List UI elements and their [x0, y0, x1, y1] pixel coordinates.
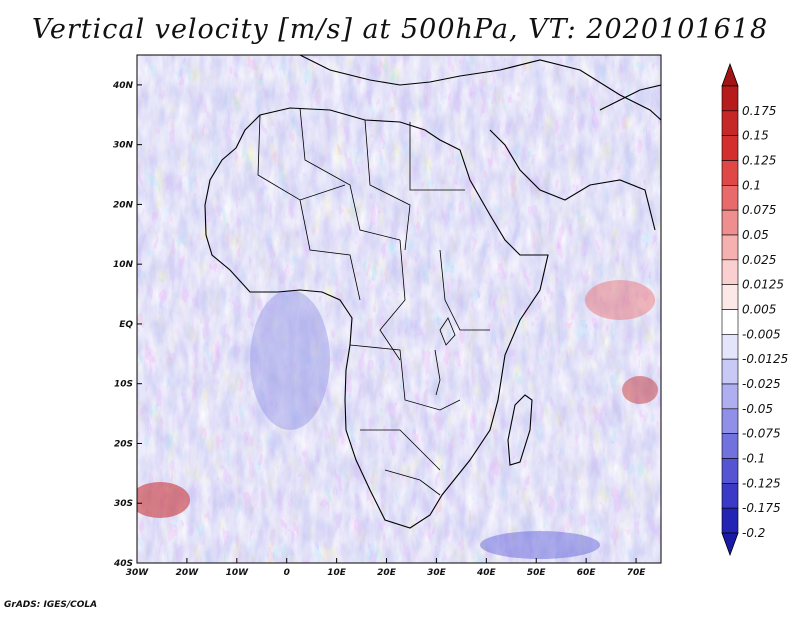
colorbar-label: 0.0125: [742, 278, 784, 292]
colorbar-swatch: [721, 408, 739, 434]
ascent-region-madagascar-east: [622, 376, 658, 404]
lat-tick-label: 10N: [113, 260, 134, 270]
colorbar-label: -0.1: [742, 452, 765, 466]
colorbar-swatch: [721, 458, 739, 484]
colorbar-bottom-cap: [721, 532, 739, 557]
map-title: Vertical velocity [m/s] at 500hPa, VT: 2…: [31, 14, 769, 45]
lon-tick-label: 10W: [226, 568, 250, 578]
colorbar-label: 0.125: [742, 154, 776, 168]
colorbar-swatch: [721, 383, 739, 410]
lat-tick-label: 20S: [114, 439, 133, 449]
plot-frame: [136, 54, 662, 564]
latitude-ticks: 40N 30N 20N 10N EQ 10S 20S 30S 40S: [112, 81, 142, 569]
colorbar-label: 0.1: [742, 178, 761, 192]
colorbar-swatch: [721, 259, 739, 285]
colorbar-label: -0.2: [742, 526, 765, 540]
colorbar-label: -0.05: [742, 402, 773, 416]
strong-ascent-region: [137, 482, 190, 518]
colorbar-label: -0.125: [742, 476, 781, 490]
colorbar-swatch: [721, 507, 739, 534]
colorbar-swatch: [721, 334, 739, 360]
lat-tick-label: 40N: [112, 81, 134, 91]
coastlines: [204, 55, 661, 529]
lat-tick-label: 10S: [114, 380, 133, 390]
colorbar-swatch: [721, 110, 739, 136]
colorbar-label: 0.05: [742, 228, 769, 242]
colorbar-swatch: [721, 185, 739, 211]
lat-tick-label: 30S: [114, 499, 133, 509]
colorbar-label: -0.175: [742, 501, 781, 515]
colorbar-label: -0.025: [742, 377, 781, 391]
colorbar: 0.175 0.15 0.125 0.1 0.075 0.05 0.025 0.0125 0.0…: [721, 62, 788, 557]
lat-tick-label: EQ: [119, 320, 133, 330]
colorbar-top-cap: [721, 62, 739, 87]
colorbar-label: 0.175: [742, 104, 776, 118]
colorbar-swatch: [721, 85, 739, 112]
colorbar-label: -0.005: [742, 327, 781, 341]
colorbar-label: 0.005: [742, 303, 776, 317]
colorbar-swatch: [721, 135, 739, 161]
lon-tick-label: 0: [284, 568, 290, 578]
lon-tick-label: 10E: [327, 568, 347, 578]
descent-region-south: [480, 531, 600, 559]
lon-tick-label: 50E: [527, 568, 547, 578]
velocity-field: [137, 55, 661, 563]
colorbar-swatch: [721, 234, 739, 261]
colorbar-label: -0.075: [742, 427, 781, 441]
colorbar-swatch: [721, 358, 739, 385]
colorbar-label: 0.075: [742, 203, 776, 217]
lon-tick-label: 20W: [176, 568, 200, 578]
colorbar-swatch: [721, 433, 739, 459]
colorbar-swatch: [721, 209, 739, 236]
descent-region: [250, 290, 330, 430]
lat-tick-label: 30N: [113, 141, 134, 151]
lon-tick-label: 20E: [377, 568, 397, 578]
ascent-region-east: [585, 280, 655, 320]
grads-credit: GrADS: IGES/COLA: [4, 600, 98, 610]
colorbar-swatch: [721, 309, 739, 335]
colorbar-swatch: [721, 160, 739, 186]
country-borders: [257, 107, 490, 496]
lon-tick-label: 40E: [476, 568, 497, 578]
lon-tick-label: 30W: [126, 568, 150, 578]
colorbar-label: 0.15: [742, 129, 769, 143]
lat-tick-label: 40S: [113, 559, 133, 569]
lon-tick-label: 70E: [627, 568, 647, 578]
colorbar-swatch: [721, 284, 739, 310]
lon-tick-label: 30E: [427, 568, 447, 578]
lat-tick-label: 20N: [113, 200, 134, 210]
colorbar-label: -0.0125: [742, 352, 788, 366]
colorbar-label: 0.025: [742, 253, 776, 267]
lon-tick-label: 60E: [577, 568, 597, 578]
lakes: [434, 317, 456, 396]
colorbar-swatch: [721, 483, 739, 509]
longitude-ticks: 30W 20W 10W 0 10E 20E 30E 40E 50E 60E 70E: [126, 558, 646, 578]
